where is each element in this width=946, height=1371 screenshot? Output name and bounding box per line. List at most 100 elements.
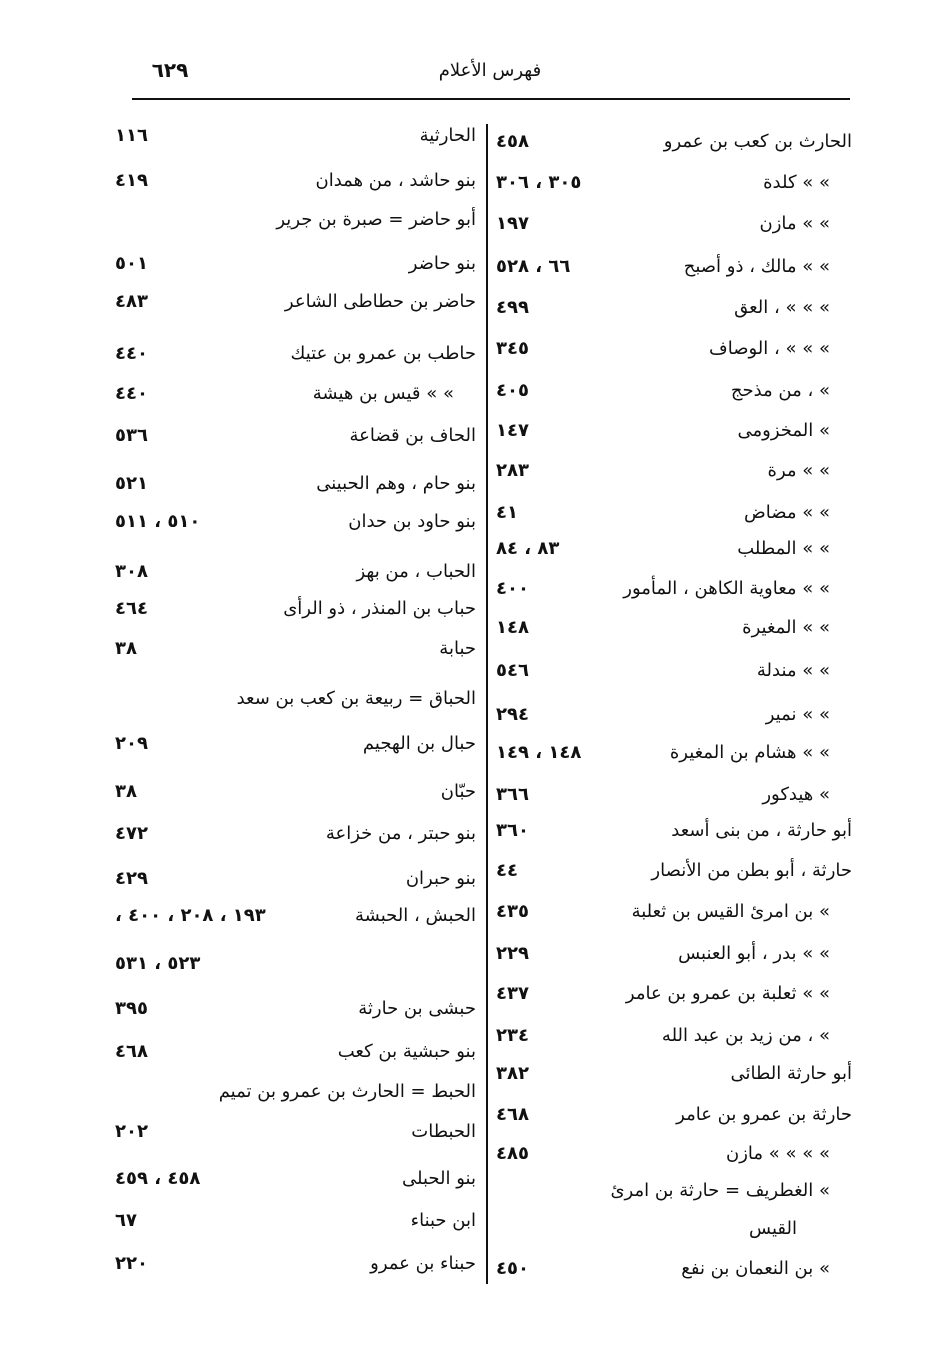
right-column-entry-pages: ٣٦٠ (496, 820, 529, 841)
right-column-entry-pages: ١٩٧ (496, 213, 529, 234)
right-column-entry-text: حارثة ، أبو بطن من الأنصار (651, 860, 852, 881)
left-column-entry-pages: ٣٨ (115, 638, 137, 659)
left-column-entry-text: حاطب بن عمرو بن عتيك (290, 343, 476, 364)
left-column-entry-pages: ١١٦ (115, 125, 148, 146)
right-column-entry-pages: ٤٠٥ (496, 380, 529, 401)
right-column-entry-pages: ٤٣٧ (496, 983, 529, 1004)
right-column-entry-text: » ، من مذحج (730, 380, 830, 401)
left-column-entry-pages: ٤١٩ (115, 170, 148, 191)
right-column-entry-text: » ، من زيد بن عبد الله (661, 1025, 830, 1046)
left-column-entry-pages: ٤٢٩ (115, 868, 148, 889)
right-column-entry-pages: ٤٥٨ (496, 131, 529, 152)
right-column-entry-pages: ٥٤٦ (496, 660, 529, 681)
left-column-entry-text: بنو حبتر ، من خزاعة (325, 823, 476, 844)
left-column-entry-pages: ٣٠٨ (115, 561, 148, 582)
right-column-entry-pages: ١٤٧ (496, 420, 529, 441)
right-column-entry-pages: ٤٣٥ (496, 901, 529, 922)
right-column-entry-text: » » » ، العق (734, 297, 830, 318)
right-column-entry-pages: ٣٨٢ (496, 1063, 529, 1084)
left-column-entry-text: ابن حبناء (410, 1210, 476, 1231)
right-column-entry-pages: ١٤٨ (496, 617, 529, 638)
left-column-entry-pages: ٥٢١ (115, 473, 148, 494)
left-column-entry-pages: ٤٤٠ (115, 343, 148, 364)
left-column-entry-text: الحباب ، من بهز (356, 561, 476, 582)
left-column-entry-text: بنو حاضر (408, 253, 476, 274)
right-column-entry-pages: ٤٠٠ (496, 578, 529, 599)
left-column-entry-pages: ٥٢٣ ، ٥٣١ (115, 953, 201, 974)
left-column-entry-pages: ١٩٣ ، ٢٠٨ ، ٤٠٠ ، (115, 905, 266, 926)
left-column-entry-text: الحارثية (419, 125, 476, 146)
right-column-entry-pages: ٢٨٣ (496, 460, 529, 481)
right-column-entry-text: » » ثعلبة بن عمرو بن عامر (625, 983, 830, 1004)
right-column-entry-text: » » هشام بن المغيرة (669, 742, 830, 763)
right-column-entry-text: أبو حارثة الطائى (730, 1063, 852, 1084)
left-column-entry-pages: ٣٩٥ (115, 998, 148, 1019)
right-column-entry-text: » » كلدة (763, 172, 830, 193)
right-column-entry-text: » » بدر ، أبو العنبس (678, 943, 830, 964)
left-column-entry-text: حاضر بن حطاطى الشاعر (284, 291, 476, 312)
left-column-entry-text: حباب بن المنذر ، ذو الرأى (283, 598, 476, 619)
left-column-entry-text: حبّان (440, 781, 476, 802)
left-column-entry-pages: ٤٧٢ (115, 823, 148, 844)
left-column-entry-pages: ٤٦٤ (115, 598, 148, 619)
left-column-entry-pages: ٦٧ (115, 1210, 137, 1231)
left-column-entry-pages: ٤٨٣ (115, 291, 148, 312)
right-column-entry-text: » بن النعمان بن نفع (681, 1258, 830, 1279)
left-column-entry-text: الحبش ، الحبشة (355, 905, 476, 926)
right-column-entry-text: » » نمير (765, 704, 830, 725)
left-column-entry-text: بنو حاود بن حدان (348, 511, 476, 532)
left-column-entry-text: بنو حبشية بن كعب (337, 1041, 476, 1062)
left-column-entry-text: حبناء بن عمرو (370, 1253, 476, 1274)
right-column-entry-pages: ٣٤٥ (496, 338, 529, 359)
left-column-entry-pages: ٣٨ (115, 781, 137, 802)
right-column-entry-text: » » » ، الوصاف (709, 338, 830, 359)
left-column-entry-pages: ٤٥٨ ، ٤٥٩ (115, 1168, 201, 1189)
left-column-entry-pages: ٢٢٠ (115, 1253, 148, 1274)
left-column-entry-pages: ٥١٠ ، ٥١١ (115, 511, 201, 532)
left-column-entry-text: الحبط = الحارث بن عمرو بن تميم (218, 1081, 476, 1102)
right-column-entry-pages: ٤١ (496, 502, 518, 523)
right-column-entry-pages: ٨٣ ، ٨٤ (496, 538, 560, 559)
right-column-entry-pages: ٣٠٥ ، ٣٠٦ (496, 172, 582, 193)
left-column-entry-text: » » قيس بن هيشة (312, 383, 454, 404)
right-column-entry-text: » » مرة (767, 460, 830, 481)
right-column-entry-text: » بن امرئ القيس بن ثعلبة (631, 901, 830, 922)
left-column-entry-text: حبال بن الهجيم (362, 733, 476, 754)
right-column-entry-text: أبو حارثة ، من بنى أسعد (671, 820, 852, 841)
left-column-entry-text: بنو حام ، وهم الحبينى (316, 473, 476, 494)
header-rule (132, 98, 850, 100)
left-column-entry-pages: ٤٦٨ (115, 1041, 148, 1062)
left-column-entry-text: حبشى بن حارثة (358, 998, 476, 1019)
right-column-entry-pages: ٤٤ (496, 860, 518, 881)
right-column-entry-pages: ٣٦٦ (496, 784, 529, 805)
left-column-entry-pages: ٢٠٩ (115, 733, 148, 754)
right-column-entry-text: القيس (749, 1218, 797, 1239)
right-column-entry-pages: ٢٣٤ (496, 1025, 529, 1046)
right-column-entry-pages: ٢٩٤ (496, 704, 529, 725)
right-column-entry-text: » » مضاض (744, 502, 830, 523)
right-column-entry-text: » » المغيرة (742, 617, 830, 638)
left-column-entry-text: بنو حاشد ، من همدان (315, 170, 477, 191)
left-column-entry-text: بنو حبران (405, 868, 476, 889)
right-column-entry-pages: ٦٦ ، ٥٢٨ (496, 256, 571, 277)
right-column-entry-text: » » مالك ، ذو أصبح (683, 256, 830, 277)
right-column-entry-text: » هيدكور (762, 784, 830, 805)
right-column-entry-text: » » المطلب (737, 538, 830, 559)
left-column-entry-text: حبابة (439, 638, 476, 659)
left-column-entry-pages: ٤٤٠ (115, 383, 148, 404)
page-title: فهرس الأعلام (438, 60, 542, 81)
left-column-entry-text: الحاف بن قضاعة (349, 425, 477, 446)
right-column-entry-text: حارثة بن عمرو بن عامر (676, 1104, 852, 1125)
right-column-entry-text: » المخزومى (737, 420, 830, 441)
left-column-entry-pages: ٢٠٢ (115, 1121, 148, 1142)
left-column-entry-text: الحبطات (411, 1121, 476, 1142)
column-divider (486, 124, 488, 1284)
left-column-entry-text: بنو الحبلى (402, 1168, 476, 1189)
right-column-entry-text: » » » » مازن (726, 1143, 830, 1164)
right-column-entry-text: » » مندلة (756, 660, 830, 681)
left-column-entry-pages: ٥٣٦ (115, 425, 148, 446)
right-column-entry-text: » الغطريف = حارثة بن امرئ (610, 1180, 830, 1201)
right-column-entry-pages: ٤٩٩ (496, 297, 529, 318)
left-column-entry-text: الحباق = ربيعة بن كعب بن سعد (236, 688, 476, 709)
right-column-entry-text: الحارث بن كعب بن عمرو (663, 131, 852, 152)
